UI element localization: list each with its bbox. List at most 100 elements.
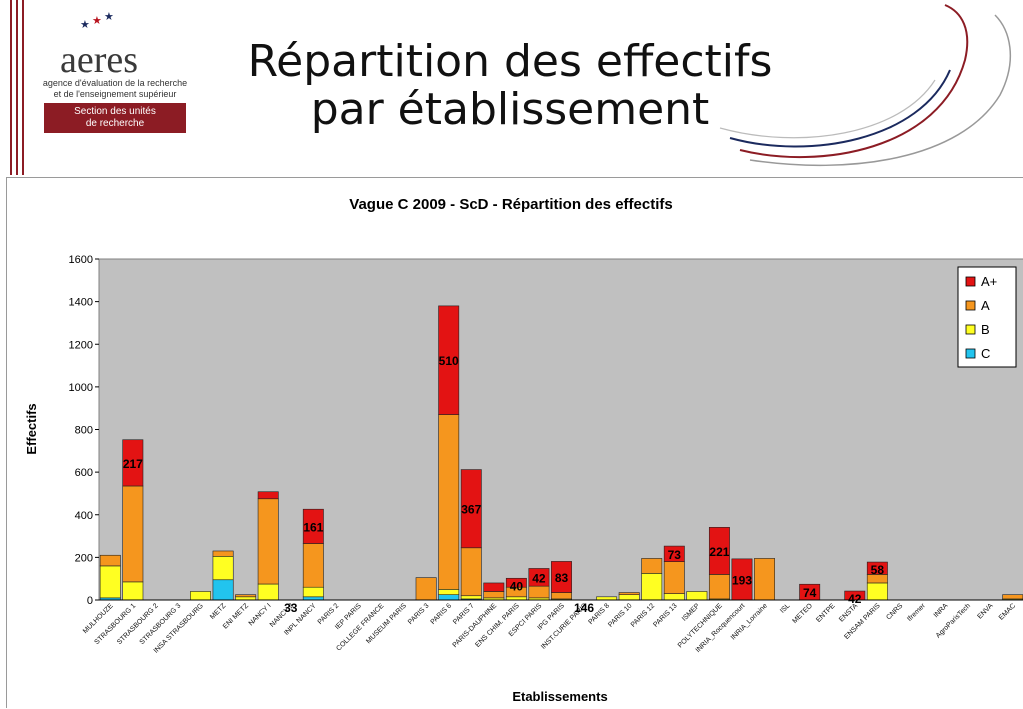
legend-swatch: [965, 276, 976, 287]
y-tick-label: 1000: [69, 382, 93, 394]
decorative-swoosh: [719, 4, 1012, 167]
data-label: 73: [668, 548, 682, 562]
data-label: 74: [803, 586, 817, 600]
bar-segment-c: [438, 594, 460, 601]
star-icon: ★: [104, 11, 114, 23]
bars-group: [99, 305, 1023, 601]
bar-segment-b: [302, 586, 324, 598]
x-tick-label: STRASBOURG 2: [116, 602, 160, 646]
bar-segment-a: [551, 592, 572, 600]
bar-segment-aplus: [505, 577, 527, 588]
x-tick-label: PARIS 6: [430, 602, 454, 626]
left-rule-3: [22, 0, 24, 175]
bar-segment-aplus: [551, 561, 572, 593]
logo-subtitle-line: agence d'évaluation de la recherche: [42, 78, 188, 88]
bar-segment-aplus: [708, 527, 730, 575]
bar-segment-a: [302, 543, 324, 588]
x-tick-label: EMAC: [998, 602, 1017, 621]
bar-segment-aplus: [122, 439, 144, 487]
x-tick-label: METZ: [209, 602, 228, 621]
x-tick-label: ISMEP: [681, 602, 702, 623]
chart-container: Vague C 2009 - ScD - Répartition des eff…: [6, 177, 1023, 708]
bar-segment-aplus: [302, 508, 324, 544]
x-tick-label: INRA: [933, 602, 950, 619]
plot-area: [98, 258, 1023, 601]
y-axis-title: Effectifs: [24, 403, 39, 454]
y-tick-label: 1600: [69, 254, 93, 266]
x-tick-label: ISL: [779, 602, 791, 614]
bar-segment-a: [754, 558, 776, 601]
bar-segment-b: [122, 581, 144, 601]
bar-segment-a: [1002, 594, 1023, 600]
y-tick-label: 600: [75, 467, 93, 479]
bar-segment-b: [663, 593, 685, 601]
x-tick-label: METEO: [792, 602, 815, 625]
star-icon: ★: [80, 19, 90, 31]
bar-segment-a: [212, 550, 234, 557]
data-label: 40: [510, 579, 524, 593]
bar-segment-aplus: [483, 582, 505, 592]
logo-section-line: de recherche: [85, 118, 145, 129]
bar-segment-a: [99, 554, 121, 567]
bar-segment-a: [641, 558, 663, 574]
bar-segment-a: [438, 414, 460, 590]
y-tick-label: 0: [87, 595, 93, 607]
bar-segment-aplus: [866, 561, 888, 575]
bar-segment-b: [686, 591, 708, 601]
x-tick-label: ENVA: [977, 602, 995, 620]
legend-label: A+: [981, 274, 997, 289]
bar-segment-b: [212, 556, 234, 581]
x-tick-label: ENTPE: [815, 602, 837, 624]
y-tick-label: 1400: [69, 297, 93, 309]
x-axis-title: Etablissements: [512, 689, 607, 704]
x-tick-label: CNRS: [885, 602, 904, 621]
data-label: 146: [574, 601, 594, 615]
y-tick-label: 1200: [69, 339, 93, 351]
bar-segment-a: [618, 592, 640, 595]
bar-segment-a: [122, 485, 144, 583]
bar-segment-b: [866, 582, 888, 601]
bar-segment-aplus: [438, 305, 460, 415]
data-label: 193: [732, 573, 752, 587]
data-label: 221: [709, 545, 729, 559]
legend-label: B: [981, 322, 990, 337]
x-tick-label: PARIS 3: [407, 602, 431, 626]
bar-segment-b: [438, 589, 460, 595]
bar-segment-a: [708, 574, 730, 600]
bar-segment-b: [460, 595, 482, 600]
bar-segment-aplus: [528, 568, 550, 587]
bar-segment-a: [235, 594, 257, 598]
legend-label: A: [981, 298, 990, 313]
bar-segment-c: [212, 579, 234, 601]
bar-segment-b: [618, 594, 640, 601]
logo-subtitle: agence d'évaluation de la recherche et d…: [40, 78, 190, 100]
logo-section-badge: Section des unités de recherche: [44, 103, 186, 133]
x-tick-label: Ifremer: [906, 602, 927, 623]
y-axis: 0 200 400 600 800 1000 1200 1400 1600: [69, 254, 99, 607]
data-label: 217: [123, 457, 143, 471]
x-tick-label: MUSEUM PARIS: [365, 602, 408, 645]
bar-segment-b: [257, 583, 279, 601]
data-label: 161: [303, 520, 323, 534]
bar-segment-b: [99, 565, 121, 599]
left-rule-2: [16, 0, 18, 175]
data-label: 42: [848, 592, 862, 606]
logo-section-line: Section des unités: [74, 106, 156, 117]
bar-segment-b: [641, 573, 663, 601]
x-tick-label: STRASBOURG 1: [94, 602, 138, 646]
bar-segment-aplus: [663, 545, 685, 562]
legend-swatch: [965, 348, 976, 359]
bar-segment-a: [528, 585, 550, 599]
data-label: 42: [532, 571, 546, 585]
y-tick-label: 800: [75, 425, 93, 437]
legend-swatch: [965, 324, 976, 335]
chart-title: Vague C 2009 - ScD - Répartition des eff…: [349, 196, 672, 213]
bar-segment-aplus: [460, 469, 482, 549]
legend-label: C: [981, 346, 990, 361]
data-label: 367: [461, 503, 481, 517]
bar-segment-a: [415, 577, 437, 601]
data-label: 83: [555, 571, 569, 585]
logo-subtitle-line: et de l'enseignement supérieur: [53, 89, 177, 99]
